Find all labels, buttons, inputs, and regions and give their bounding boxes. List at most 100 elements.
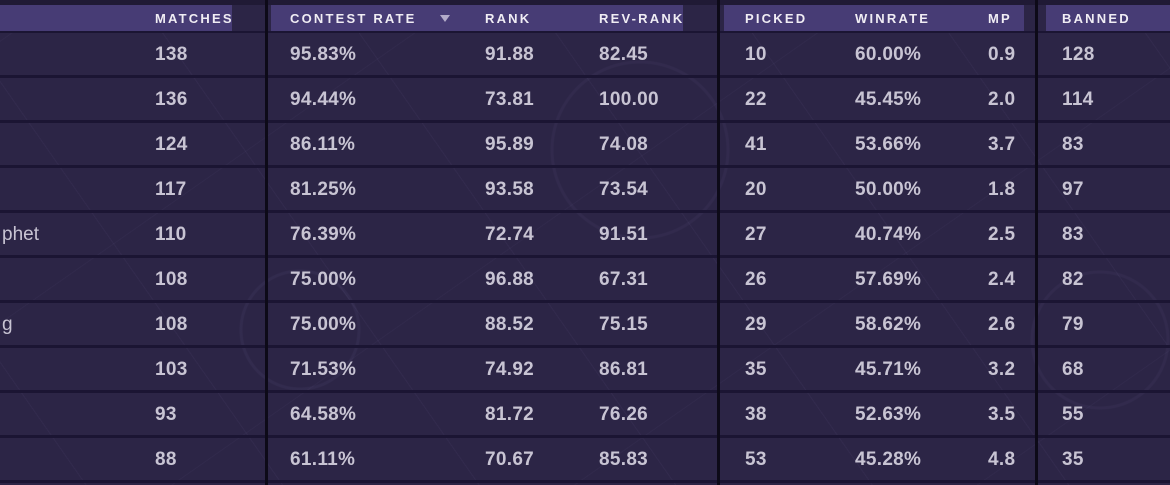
cell-rank: 70.67 xyxy=(485,449,535,470)
table-row[interactable]: 138 95.83% 91.88 82.45 10 60.00% 0.9 128 xyxy=(0,33,1170,78)
cell-revrank: 85.83 xyxy=(599,449,649,470)
cell-picked: 10 xyxy=(745,44,767,65)
cell-revrank: 76.26 xyxy=(599,404,649,425)
cell-revrank: 86.81 xyxy=(599,359,649,380)
table-row[interactable]: 88 61.11% 70.67 85.83 53 45.28% 4.8 35 xyxy=(0,438,1170,483)
cell-banned: 128 xyxy=(1062,44,1095,65)
cell-name: phet xyxy=(2,224,39,245)
cell-winrate: 45.28% xyxy=(855,449,922,470)
cell-winrate: 57.69% xyxy=(855,269,922,290)
cell-rank: 88.52 xyxy=(485,314,535,335)
column-group-divider xyxy=(1035,0,1038,485)
column-header-banned[interactable]: BANNED xyxy=(1062,11,1131,26)
column-group-divider xyxy=(265,0,268,485)
header-band-group-3 xyxy=(724,5,1024,31)
cell-rank: 93.58 xyxy=(485,179,535,200)
cell-picked: 38 xyxy=(745,404,767,425)
cell-revrank: 74.08 xyxy=(599,134,649,155)
cell-rank: 95.89 xyxy=(485,134,535,155)
cell-name: g xyxy=(2,314,13,335)
column-header-rank[interactable]: RANK xyxy=(485,11,532,26)
cell-winrate: 52.63% xyxy=(855,404,922,425)
cell-contest: 75.00% xyxy=(290,269,357,290)
cell-banned: 68 xyxy=(1062,359,1084,380)
cell-matches: 88 xyxy=(155,449,177,470)
column-header-mp[interactable]: MP xyxy=(988,11,1012,26)
cell-matches: 117 xyxy=(155,179,187,200)
table-row[interactable]: g 108 75.00% 88.52 75.15 29 58.62% 2.6 79 xyxy=(0,303,1170,348)
cell-winrate: 45.71% xyxy=(855,359,922,380)
table-row[interactable]: 108 75.00% 96.88 67.31 26 57.69% 2.4 82 xyxy=(0,258,1170,303)
table-row[interactable]: 103 71.53% 74.92 86.81 35 45.71% 3.2 68 xyxy=(0,348,1170,393)
cell-picked: 26 xyxy=(745,269,767,290)
cell-rank: 73.81 xyxy=(485,89,535,110)
cell-rank: 96.88 xyxy=(485,269,535,290)
cell-mp: 3.5 xyxy=(988,404,1016,425)
cell-matches: 138 xyxy=(155,44,188,65)
cell-contest: 95.83% xyxy=(290,44,357,65)
cell-picked: 35 xyxy=(745,359,767,380)
cell-revrank: 100.00 xyxy=(599,89,659,110)
cell-winrate: 58.62% xyxy=(855,314,922,335)
cell-winrate: 60.00% xyxy=(855,44,922,65)
column-group-divider xyxy=(717,0,720,485)
table-row[interactable]: 136 94.44% 73.81 100.00 22 45.45% 2.0 114 xyxy=(0,78,1170,123)
cell-contest: 61.11% xyxy=(290,449,356,470)
cell-revrank: 67.31 xyxy=(599,269,649,290)
cell-picked: 29 xyxy=(745,314,767,335)
table-header: MATCHES CONTEST RATE RANK REV-RANK PICKE… xyxy=(0,5,1170,33)
column-header-rev-rank[interactable]: REV-RANK xyxy=(599,11,685,26)
cell-revrank: 73.54 xyxy=(599,179,649,200)
header-band-group-4 xyxy=(1046,5,1170,31)
cell-banned: 83 xyxy=(1062,134,1084,155)
cell-revrank: 82.45 xyxy=(599,44,649,65)
cell-matches: 93 xyxy=(155,404,177,425)
cell-picked: 41 xyxy=(745,134,767,155)
cell-revrank: 91.51 xyxy=(599,224,649,245)
cell-mp: 0.9 xyxy=(988,44,1016,65)
column-header-picked[interactable]: PICKED xyxy=(745,11,808,26)
cell-picked: 22 xyxy=(745,89,767,110)
column-header-winrate[interactable]: WINRATE xyxy=(855,11,931,26)
cell-winrate: 40.74% xyxy=(855,224,922,245)
cell-matches: 108 xyxy=(155,314,188,335)
column-header-matches[interactable]: MATCHES xyxy=(155,11,234,26)
cell-banned: 97 xyxy=(1062,179,1084,200)
cell-mp: 3.7 xyxy=(988,134,1016,155)
cell-matches: 110 xyxy=(155,224,187,245)
cell-matches: 108 xyxy=(155,269,188,290)
table-row[interactable]: 117 81.25% 93.58 73.54 20 50.00% 1.8 97 xyxy=(0,168,1170,213)
cell-mp: 2.4 xyxy=(988,269,1016,290)
cell-rank: 74.92 xyxy=(485,359,535,380)
table-row[interactable]: 93 64.58% 81.72 76.26 38 52.63% 3.5 55 xyxy=(0,393,1170,438)
cell-contest: 64.58% xyxy=(290,404,357,425)
cell-contest: 94.44% xyxy=(290,89,357,110)
cell-contest: 75.00% xyxy=(290,314,357,335)
cell-rank: 91.88 xyxy=(485,44,535,65)
cell-mp: 2.6 xyxy=(988,314,1016,335)
cell-contest: 81.25% xyxy=(290,179,357,200)
cell-banned: 55 xyxy=(1062,404,1084,425)
cell-banned: 35 xyxy=(1062,449,1084,470)
cell-winrate: 53.66% xyxy=(855,134,922,155)
sort-desc-icon[interactable] xyxy=(440,15,450,22)
header-band-group-2 xyxy=(271,5,683,31)
top-strip xyxy=(0,0,1170,5)
cell-matches: 136 xyxy=(155,89,188,110)
cell-winrate: 50.00% xyxy=(855,179,922,200)
cell-contest: 71.53% xyxy=(290,359,357,380)
cell-matches: 124 xyxy=(155,134,188,155)
cell-picked: 27 xyxy=(745,224,767,245)
table-row[interactable]: 124 86.11% 95.89 74.08 41 53.66% 3.7 83 xyxy=(0,123,1170,168)
cell-rank: 72.74 xyxy=(485,224,535,245)
cell-banned: 114 xyxy=(1062,89,1094,110)
cell-mp: 1.8 xyxy=(988,179,1016,200)
cell-mp: 4.8 xyxy=(988,449,1016,470)
table-row[interactable]: phet 110 76.39% 72.74 91.51 27 40.74% 2.5 83 xyxy=(0,213,1170,258)
cell-winrate: 45.45% xyxy=(855,89,922,110)
cell-matches: 103 xyxy=(155,359,188,380)
table-body: 138 95.83% 91.88 82.45 10 60.00% 0.9 128 136 94.4… xyxy=(0,33,1170,483)
column-header-contest-rate[interactable]: CONTEST RATE xyxy=(290,11,417,26)
cell-contest: 86.11% xyxy=(290,134,356,155)
